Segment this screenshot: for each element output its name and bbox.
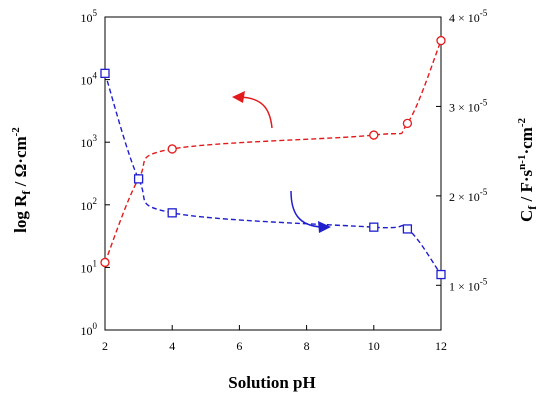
y-right-tick-label: 4 × 10-5 <box>449 8 488 25</box>
x-tick-label: 12 <box>435 339 447 353</box>
rf-fit-line <box>104 40 442 263</box>
plot-frame <box>104 16 442 331</box>
cf-axis-arrow <box>290 190 323 228</box>
cf-point <box>436 269 446 280</box>
cf-point <box>369 222 379 232</box>
rf-arrow-head <box>232 91 245 103</box>
cf-arrow-head <box>318 221 331 233</box>
y-right-axis-title: Cf / F·sn-1·cm-2 <box>516 117 539 222</box>
cf-fit-line <box>104 73 442 276</box>
rf-point <box>402 118 413 129</box>
y-left-axis-title: log Rf / Ω·cm-2 <box>10 127 33 233</box>
rf-point <box>167 144 177 154</box>
cf-point <box>100 68 110 78</box>
cf-point <box>133 174 144 184</box>
x-tick-label: 4 <box>169 339 175 353</box>
x-tick-label: 6 <box>236 339 242 353</box>
y-left-tick-label: 102 <box>81 196 98 213</box>
cf-point <box>167 208 177 218</box>
y-left-tick-label: 104 <box>81 71 98 88</box>
y-left-tick-label: 100 <box>81 321 98 338</box>
rf-point <box>100 257 110 268</box>
x-tick-label: 8 <box>304 339 310 353</box>
y-right-tick-label: 3 × 10-5 <box>449 97 488 114</box>
x-axis-title: Solution pH <box>228 373 315 392</box>
rf-point <box>369 130 379 140</box>
x-tick-label: 10 <box>368 339 380 353</box>
rf-point <box>436 35 446 46</box>
y-left-tick-label: 103 <box>81 133 98 150</box>
y-right-tick-label: 1 × 10-5 <box>449 276 488 293</box>
y-left-tick-label: 101 <box>81 258 98 275</box>
cf-point <box>402 224 413 234</box>
rf-axis-arrow <box>239 96 273 129</box>
y-left-tick-label: 105 <box>81 8 98 25</box>
y-right-tick-label: 2 × 10-5 <box>449 187 488 204</box>
x-tick-label: 2 <box>102 339 108 353</box>
